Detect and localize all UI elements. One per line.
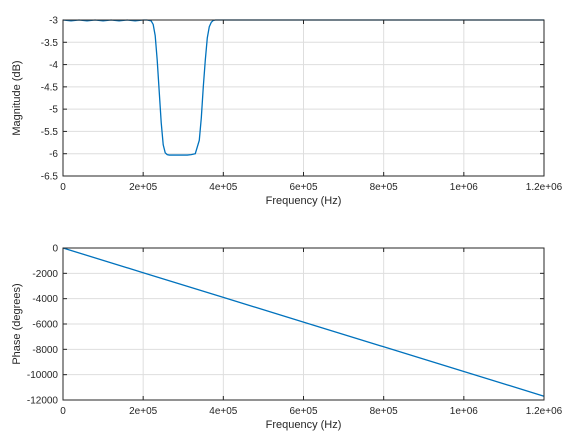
x-axis-label: Frequency (Hz): [266, 419, 342, 431]
x-tick-label: 1e+06: [450, 406, 479, 417]
y-tick-label: -3: [49, 16, 58, 27]
y-axis-label: Magnitude (dB): [11, 60, 23, 135]
y-tick-label: -6: [49, 149, 58, 160]
x-tick-label: 6e+05: [289, 406, 318, 417]
y-tick-label: -4.5: [41, 82, 59, 93]
series-line: [62, 247, 545, 397]
y-tick-label: -4: [49, 60, 58, 71]
x-tick-label: 8e+05: [370, 406, 399, 417]
y-tick-label: -5: [49, 105, 58, 116]
phase-plot: 0 2e+05 4e+05 6e+05 8e+05 1e+06 1.2e+06 0 -2000 -…: [11, 244, 563, 432]
y-tick-label: 0: [52, 244, 58, 255]
y-tick-label: -4000: [32, 294, 58, 305]
y-tick-label: -6.5: [41, 172, 59, 183]
x-tick-label: 2e+05: [129, 406, 158, 417]
x-tick-label: 1.2e+06: [526, 406, 563, 417]
y-tick-label: -12000: [27, 396, 59, 407]
x-tick-label: 6e+05: [289, 182, 318, 193]
y-tick-label: -5.5: [41, 127, 59, 138]
y-tick-label: -10000: [27, 370, 59, 381]
y-tick-label: -8000: [32, 345, 58, 356]
y-axis-label: Phase (degrees): [11, 283, 23, 364]
x-tick-label: 0: [60, 182, 66, 193]
x-tick-label: 1e+06: [450, 182, 479, 193]
y-tick-label: -2000: [32, 269, 58, 280]
x-tick-label: 8e+05: [370, 182, 399, 193]
magnitude-plot: 0 2e+05 4e+05 6e+05 8e+05 1e+06 1.2e+06 -3 -3.5 -…: [11, 16, 563, 208]
x-tick-label: 2e+05: [129, 182, 158, 193]
y-tick-label: -3.5: [41, 38, 59, 49]
x-tick-label: 1.2e+06: [526, 182, 563, 193]
x-tick-label: 0: [60, 406, 66, 417]
x-tick-label: 4e+05: [209, 182, 238, 193]
y-tick-label: -6000: [32, 320, 58, 331]
x-tick-label: 4e+05: [209, 406, 238, 417]
x-axis-label: Frequency (Hz): [266, 195, 342, 207]
